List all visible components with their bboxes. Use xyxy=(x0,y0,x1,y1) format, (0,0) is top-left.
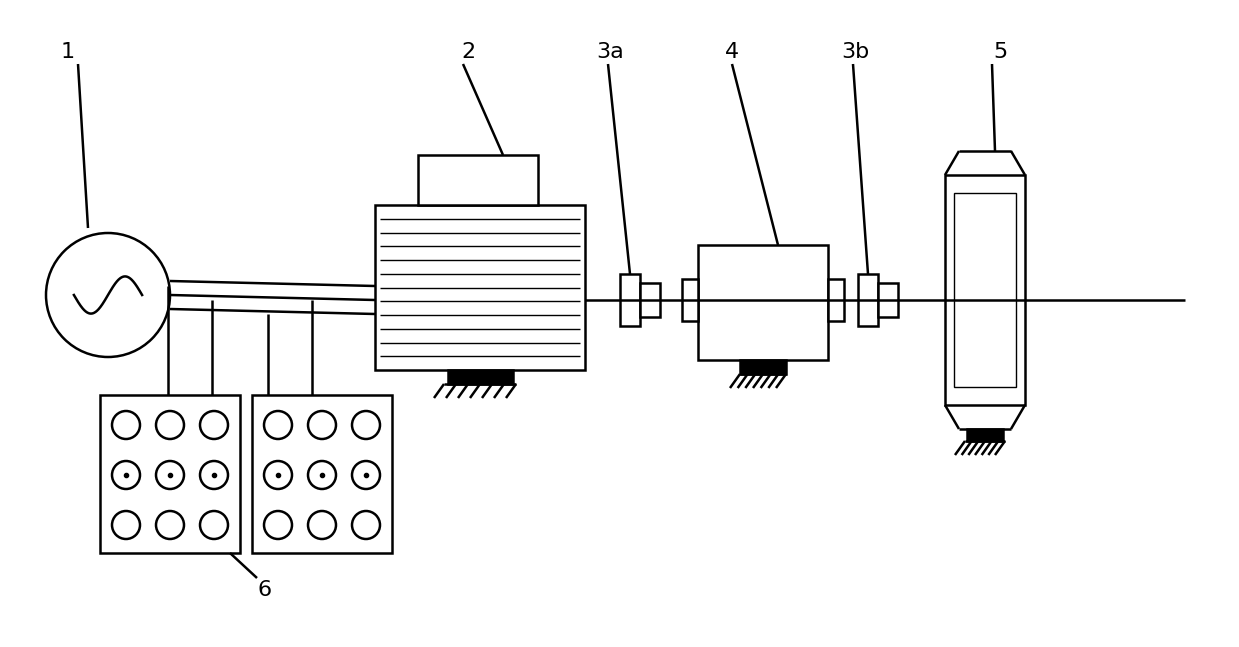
Bar xyxy=(954,193,1016,387)
Text: 1: 1 xyxy=(61,42,76,62)
Text: 5: 5 xyxy=(992,42,1007,62)
Circle shape xyxy=(264,461,292,489)
Bar xyxy=(641,283,660,317)
Circle shape xyxy=(264,411,292,439)
Bar xyxy=(698,245,828,360)
Bar xyxy=(857,274,878,326)
Text: 2: 2 xyxy=(461,42,475,62)
Circle shape xyxy=(309,461,336,489)
Bar xyxy=(100,395,240,553)
Bar xyxy=(878,283,898,317)
Circle shape xyxy=(199,511,228,539)
Circle shape xyxy=(156,411,185,439)
Circle shape xyxy=(156,461,185,489)
Circle shape xyxy=(199,461,228,489)
Circle shape xyxy=(352,461,380,489)
Bar xyxy=(375,205,585,370)
Bar xyxy=(418,155,538,205)
Circle shape xyxy=(309,511,336,539)
Bar xyxy=(252,395,392,553)
Circle shape xyxy=(352,511,380,539)
Circle shape xyxy=(352,411,380,439)
Text: 6: 6 xyxy=(258,580,273,600)
Circle shape xyxy=(156,511,185,539)
Circle shape xyxy=(199,411,228,439)
Bar xyxy=(681,279,698,321)
Circle shape xyxy=(112,411,140,439)
Bar xyxy=(966,429,1004,441)
Circle shape xyxy=(112,511,140,539)
Bar xyxy=(945,175,1025,405)
Bar xyxy=(620,274,641,326)
Text: 3a: 3a xyxy=(596,42,624,62)
Bar xyxy=(740,360,786,374)
Circle shape xyxy=(46,233,170,357)
Bar xyxy=(447,370,513,384)
Circle shape xyxy=(112,461,140,489)
Bar xyxy=(828,279,844,321)
Circle shape xyxy=(264,511,292,539)
Text: 3b: 3b xyxy=(841,42,869,62)
Text: 4: 4 xyxy=(725,42,738,62)
Circle shape xyxy=(309,411,336,439)
